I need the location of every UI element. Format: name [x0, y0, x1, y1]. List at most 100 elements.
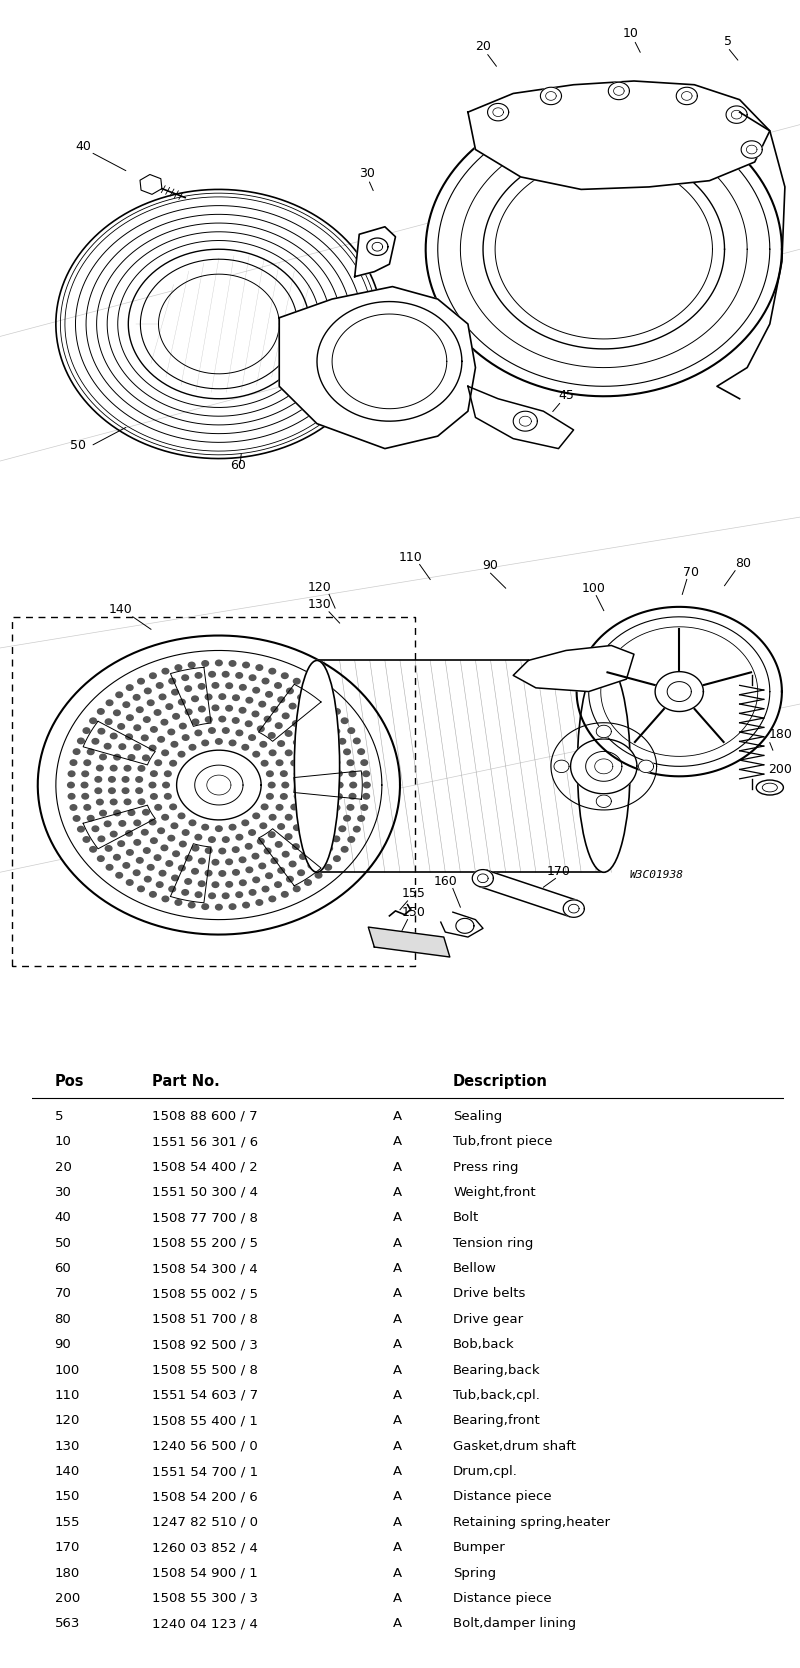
Polygon shape [38, 636, 400, 934]
Circle shape [236, 834, 242, 841]
Polygon shape [426, 102, 782, 397]
Text: 1508 51 700 / 8: 1508 51 700 / 8 [152, 1313, 258, 1326]
Text: 130: 130 [308, 599, 332, 610]
Polygon shape [676, 87, 698, 105]
Circle shape [286, 731, 292, 736]
Circle shape [350, 782, 357, 787]
Ellipse shape [294, 661, 340, 872]
Text: 70: 70 [54, 1288, 71, 1301]
Text: A: A [393, 1541, 402, 1555]
Text: 120: 120 [54, 1414, 80, 1428]
Circle shape [294, 739, 300, 746]
Circle shape [363, 794, 370, 799]
Circle shape [215, 904, 222, 911]
Circle shape [276, 804, 283, 811]
Polygon shape [279, 287, 475, 449]
Circle shape [128, 754, 134, 761]
Text: 1247 82 510 / 0: 1247 82 510 / 0 [152, 1516, 258, 1530]
Text: Drive belts: Drive belts [453, 1288, 526, 1301]
Circle shape [206, 871, 212, 876]
Circle shape [195, 731, 202, 736]
Circle shape [82, 794, 89, 799]
Circle shape [150, 819, 156, 824]
Circle shape [155, 804, 162, 811]
Polygon shape [140, 175, 162, 195]
Text: 20: 20 [475, 40, 491, 53]
Circle shape [134, 726, 141, 731]
Circle shape [155, 761, 162, 766]
Text: 50: 50 [70, 439, 86, 452]
Text: 40: 40 [54, 1211, 71, 1224]
Circle shape [134, 839, 141, 846]
Text: A: A [393, 1136, 402, 1148]
Circle shape [246, 721, 252, 727]
Circle shape [185, 879, 191, 884]
Circle shape [166, 861, 173, 866]
Circle shape [172, 876, 178, 881]
Circle shape [90, 717, 97, 724]
Circle shape [110, 734, 117, 739]
Circle shape [236, 892, 242, 897]
Circle shape [123, 862, 130, 867]
Circle shape [222, 892, 229, 899]
Circle shape [349, 794, 356, 799]
Circle shape [361, 761, 367, 766]
Circle shape [136, 787, 142, 794]
Ellipse shape [756, 781, 783, 796]
Circle shape [319, 761, 326, 766]
Circle shape [97, 766, 103, 771]
Circle shape [137, 707, 143, 712]
Circle shape [100, 811, 106, 816]
Circle shape [330, 816, 336, 821]
Text: 160: 160 [434, 874, 457, 887]
Circle shape [242, 744, 249, 751]
Circle shape [291, 761, 298, 766]
Circle shape [308, 702, 314, 707]
Circle shape [145, 689, 151, 694]
Circle shape [281, 794, 287, 799]
Text: 200: 200 [769, 762, 793, 776]
Circle shape [256, 666, 262, 671]
Circle shape [186, 856, 192, 861]
Text: 1551 50 300 / 4: 1551 50 300 / 4 [152, 1186, 258, 1199]
Circle shape [290, 704, 296, 709]
Circle shape [291, 804, 298, 809]
Text: A: A [393, 1161, 402, 1174]
Text: 1240 56 500 / 0: 1240 56 500 / 0 [152, 1439, 258, 1453]
Circle shape [126, 734, 132, 739]
Text: 170: 170 [546, 864, 570, 877]
Circle shape [315, 749, 322, 754]
Circle shape [266, 794, 274, 799]
Circle shape [165, 771, 171, 777]
Text: 150: 150 [54, 1491, 80, 1503]
Polygon shape [258, 684, 321, 741]
Circle shape [209, 892, 215, 899]
Circle shape [300, 816, 307, 821]
Circle shape [150, 746, 156, 751]
Circle shape [282, 782, 289, 787]
Circle shape [242, 821, 249, 826]
Circle shape [138, 679, 144, 684]
Polygon shape [596, 796, 611, 807]
Circle shape [269, 896, 276, 902]
Text: 155: 155 [54, 1516, 80, 1530]
Text: 170: 170 [54, 1541, 80, 1555]
Circle shape [158, 737, 165, 742]
Circle shape [195, 834, 202, 841]
Circle shape [325, 701, 331, 706]
Circle shape [171, 742, 178, 747]
Circle shape [309, 739, 315, 744]
Circle shape [175, 899, 182, 906]
Circle shape [212, 706, 218, 711]
Circle shape [168, 836, 174, 841]
Circle shape [202, 824, 209, 831]
Text: A: A [393, 1186, 402, 1199]
Text: Tension ring: Tension ring [453, 1236, 534, 1249]
Circle shape [300, 711, 306, 716]
Circle shape [295, 782, 302, 787]
Circle shape [110, 799, 117, 804]
Circle shape [250, 889, 256, 896]
Polygon shape [456, 919, 474, 934]
Circle shape [324, 739, 330, 744]
Circle shape [309, 846, 316, 851]
